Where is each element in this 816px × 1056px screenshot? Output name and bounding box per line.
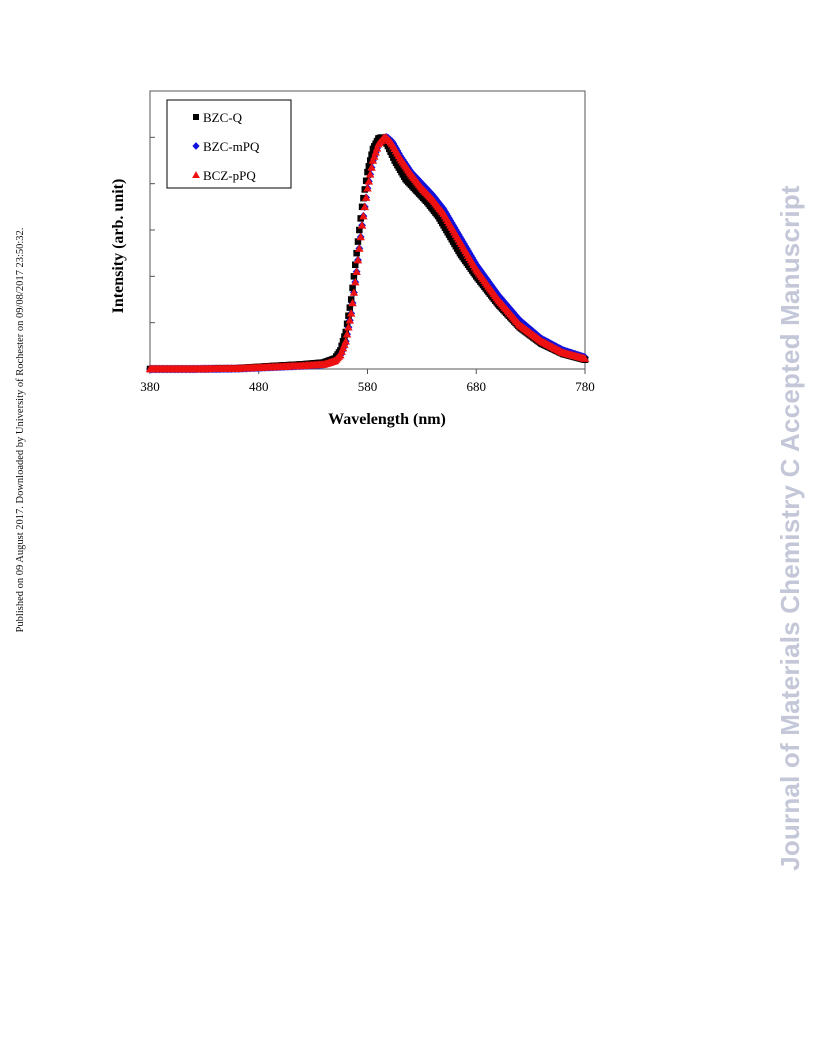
legend-box	[166, 99, 292, 189]
legend-items: BZC-Q BZC-mPQ BCZ-pPQ	[192, 110, 260, 183]
legend-item-BZC-Q: BZC-Q	[193, 110, 243, 125]
data-point	[351, 277, 360, 286]
data-point	[368, 156, 378, 164]
data-point	[350, 273, 358, 280]
data-point	[364, 168, 371, 176]
data-point	[359, 211, 368, 220]
y-axis-title: Intensity (arb. unit)	[110, 179, 127, 314]
x-tick-label-2: 580	[358, 379, 378, 394]
data-point	[342, 328, 349, 336]
data-point	[353, 249, 360, 257]
journal-watermark: Journal of Materials Chemistry C Accepte…	[775, 185, 805, 871]
x-tick-label-4: 780	[575, 379, 595, 394]
data-point	[371, 148, 380, 156]
data-point	[370, 152, 379, 160]
legend-marker-BCZ-pPQ	[192, 171, 200, 178]
data-point	[354, 238, 362, 245]
data-point	[342, 330, 352, 338]
data-point	[363, 184, 372, 192]
legend-label-BZC-Q: BZC-Q	[203, 110, 243, 125]
x-axis-tick-labels: 380 480 580 680 780	[140, 379, 595, 394]
data-point	[365, 170, 375, 178]
data-point	[360, 202, 370, 211]
data-point	[367, 163, 376, 171]
series-BCZ-pPQ	[145, 133, 590, 373]
legend-marker-BZC-Q	[193, 114, 199, 120]
data-point	[366, 157, 374, 164]
data-point	[344, 323, 353, 331]
legend: BZC-Q BZC-mPQ BCZ-pPQ	[166, 99, 292, 189]
data-point	[355, 244, 364, 252]
data-point	[364, 177, 374, 185]
data-point	[356, 232, 365, 241]
data-point	[360, 194, 367, 202]
data-point	[349, 288, 359, 296]
data-point	[349, 284, 356, 292]
data-point	[343, 320, 351, 328]
x-axis-title: Wavelength (nm)	[328, 411, 446, 428]
series-layer	[145, 133, 590, 374]
data-point	[352, 267, 361, 275]
data-point	[348, 298, 357, 307]
publication-note: Published on 09 August 2017. Downloaded …	[15, 227, 26, 633]
x-tick-label-3: 680	[467, 379, 487, 394]
x-tick-label-1: 480	[249, 379, 269, 394]
legend-label-BZC-mPQ: BZC-mPQ	[203, 139, 260, 154]
data-point	[347, 296, 355, 303]
data-point	[352, 261, 359, 268]
data-point	[368, 151, 375, 158]
legend-item-BCZ-pPQ: BCZ-pPQ	[192, 168, 256, 183]
data-point	[353, 255, 363, 264]
data-point	[357, 221, 367, 229]
legend-label-BCZ-pPQ: BCZ-pPQ	[203, 168, 256, 183]
legend-item-BZC-mPQ: BZC-mPQ	[192, 139, 260, 154]
data-point	[372, 144, 382, 152]
x-tick-label-0: 380	[140, 379, 160, 394]
data-point	[580, 354, 590, 362]
data-point	[345, 316, 355, 324]
data-point	[341, 336, 350, 345]
data-point	[346, 304, 354, 311]
data-point	[339, 337, 347, 345]
data-point	[356, 226, 363, 234]
data-point	[365, 163, 373, 170]
legend-marker-BZC-mPQ	[192, 142, 200, 150]
data-point	[358, 203, 366, 211]
y-axis-ticks	[150, 136, 155, 324]
data-point	[361, 193, 371, 201]
data-point	[362, 177, 370, 185]
data-point	[346, 309, 356, 317]
